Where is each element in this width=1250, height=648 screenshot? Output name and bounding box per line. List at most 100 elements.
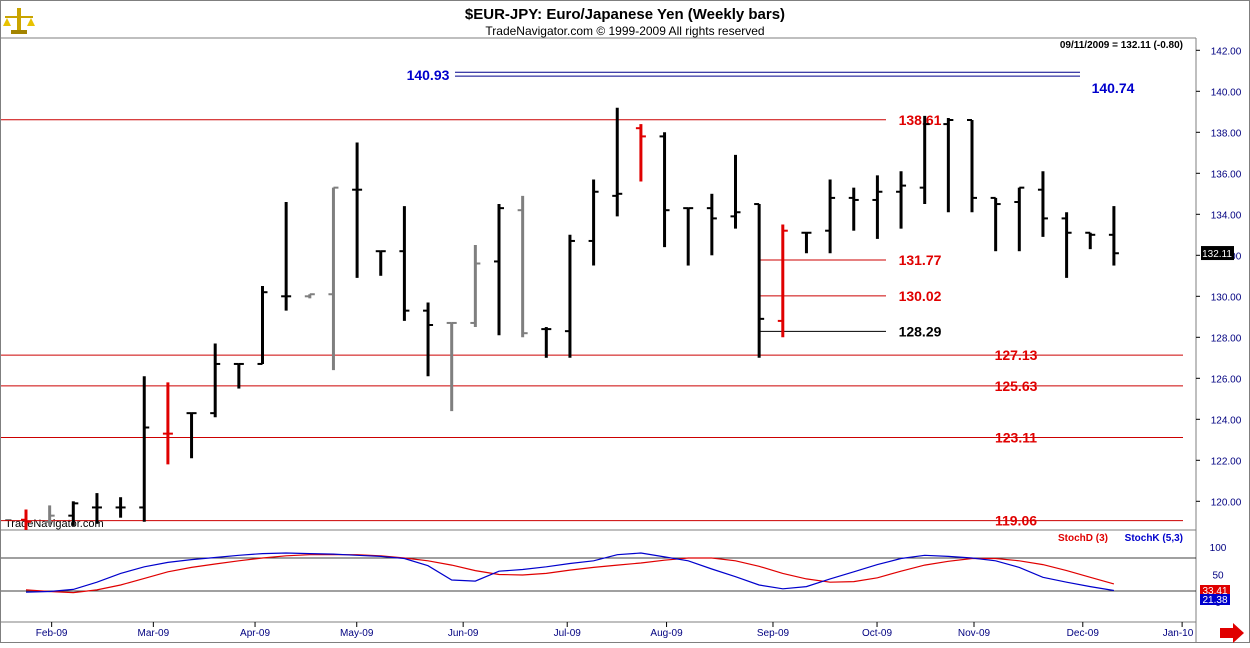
ohlc-bar (44, 505, 55, 526)
ohlc-bar (162, 382, 173, 465)
ohlc-bar (1061, 212, 1072, 278)
last-price-badge (1201, 246, 1234, 261)
last-price-label: 132.11 (1202, 249, 1232, 260)
ohlc-bar (352, 142, 363, 278)
time-tick-label: Jun-09 (448, 628, 479, 639)
ohlc-bar (659, 132, 670, 248)
ohlc-bar (801, 231, 812, 254)
ohlc-bar (825, 179, 836, 254)
chart-copyright: TradeNavigator.com © 1999-2009 All right… (485, 24, 764, 38)
ohlc-bar (186, 412, 197, 459)
time-tick-label: Dec-09 (1067, 628, 1100, 639)
price-tick-label: 138.00 (1211, 128, 1242, 139)
ohlc-bar (517, 195, 528, 338)
target-label: 140.74 (1092, 80, 1135, 96)
time-tick-label: Jan-10 (1163, 628, 1194, 639)
ohlc-bar (777, 224, 788, 338)
ohlc-bar (68, 501, 79, 526)
price-tick-label: 130.00 (1211, 292, 1242, 303)
ohlc-bar (896, 171, 907, 229)
price-tick-label: 140.00 (1211, 87, 1242, 98)
ohlc-bar (612, 107, 623, 217)
level-lines: 138.61 131.77 130.02 128.29 127.13 125.63 123.… (1, 67, 1183, 529)
level-label: 119.06 (995, 513, 1037, 529)
ohlc-bar (328, 186, 339, 371)
ohlc-bars (21, 107, 1119, 530)
stoch-k-legend: StochK (5,3) (1125, 533, 1183, 544)
time-tick-label: Feb-09 (36, 628, 68, 639)
ohlc-bar (683, 207, 694, 266)
ohlc-bar (257, 286, 268, 365)
ohlc-bar (139, 376, 150, 522)
level-label: 127.13 (995, 347, 1038, 363)
stoch-last-label: 33.41 (1202, 586, 1227, 597)
time-tick-label: Oct-09 (862, 628, 892, 639)
scales-logo-icon[interactable] (3, 8, 35, 34)
price-tick-label: 136.00 (1211, 169, 1242, 180)
last-quote-readout: 09/11/2009 = 132.11 (-0.80) (1060, 40, 1183, 51)
stoch-tick-label: 100 (1210, 543, 1227, 554)
time-tick-label: Apr-09 (240, 628, 270, 639)
time-tick-label: Jul-09 (554, 628, 582, 639)
ohlc-bar (588, 179, 599, 266)
time-tick-label: Mar-09 (138, 628, 170, 639)
target-label: 140.93 (407, 67, 450, 83)
ohlc-bar (375, 250, 386, 276)
time-tick-label: Aug-09 (650, 628, 683, 639)
ohlc-bar (399, 206, 410, 321)
level-label: 131.77 (899, 252, 942, 268)
ohlc-bar (872, 175, 883, 239)
time-tick-label: Nov-09 (958, 628, 991, 639)
level-label: 123.11 (995, 430, 1037, 446)
ohlc-bar (1108, 206, 1119, 266)
ohlc-bar (233, 362, 244, 389)
ohlc-bar (91, 493, 102, 524)
level-label: 125.63 (995, 378, 1038, 394)
price-tick-label: 134.00 (1211, 210, 1242, 221)
ohlc-bar (423, 302, 434, 377)
level-label: 130.02 (899, 288, 942, 304)
ohlc-bar (967, 119, 977, 213)
time-tick-label: Sep-09 (757, 628, 790, 639)
ohlc-bar (541, 327, 552, 358)
price-tick-label: 128.00 (1211, 333, 1242, 344)
price-tick-label: 120.00 (1211, 497, 1242, 508)
watermark-text: TradeNavigator.com (5, 518, 104, 530)
ohlc-bar (446, 321, 457, 412)
price-tick-label: 142.00 (1211, 46, 1242, 57)
stoch-last-badge (1200, 594, 1230, 605)
ohlc-bar (21, 509, 31, 530)
ohlc-bar (990, 196, 1001, 252)
ohlc-bar (564, 234, 575, 358)
ohlc-bar (494, 204, 504, 336)
ohlc-bar (470, 245, 481, 328)
stoch-k-line (25, 552, 1114, 593)
ohlc-bar (115, 497, 126, 518)
stoch-last-label: 21.38 (1202, 595, 1227, 606)
ohlc-bar (1014, 186, 1025, 252)
ohlc-bar (281, 202, 292, 311)
stoch-d-legend: StochD (3) (1058, 533, 1108, 544)
time-tick-label: May-09 (340, 628, 374, 639)
ohlc-bar (754, 203, 765, 358)
scroll-right-arrow-icon[interactable] (1220, 623, 1244, 643)
ohlc-bar (1085, 231, 1096, 250)
price-tick-label: 122.00 (1211, 456, 1242, 467)
ohlc-bar (730, 154, 741, 229)
stoch-d-line (25, 554, 1115, 594)
ohlc-bar (635, 124, 646, 182)
ohlc-bar (706, 193, 717, 256)
stoch-last-badge (1200, 585, 1230, 596)
time-axis: Feb-09 Mar-09 Apr-09 May-09 Jun-09 Jul-09 Aug-… (36, 622, 1194, 639)
stoch-tick-label: 50 (1212, 571, 1224, 582)
ohlc-bar (943, 117, 954, 213)
ohlc-bar (210, 343, 221, 418)
chart-title: $EUR-JPY: Euro/Japanese Yen (Weekly bars… (465, 6, 785, 23)
ohlc-bar (919, 115, 930, 205)
ohlc-bar (304, 293, 315, 299)
price-tick-label: 124.00 (1211, 415, 1242, 426)
